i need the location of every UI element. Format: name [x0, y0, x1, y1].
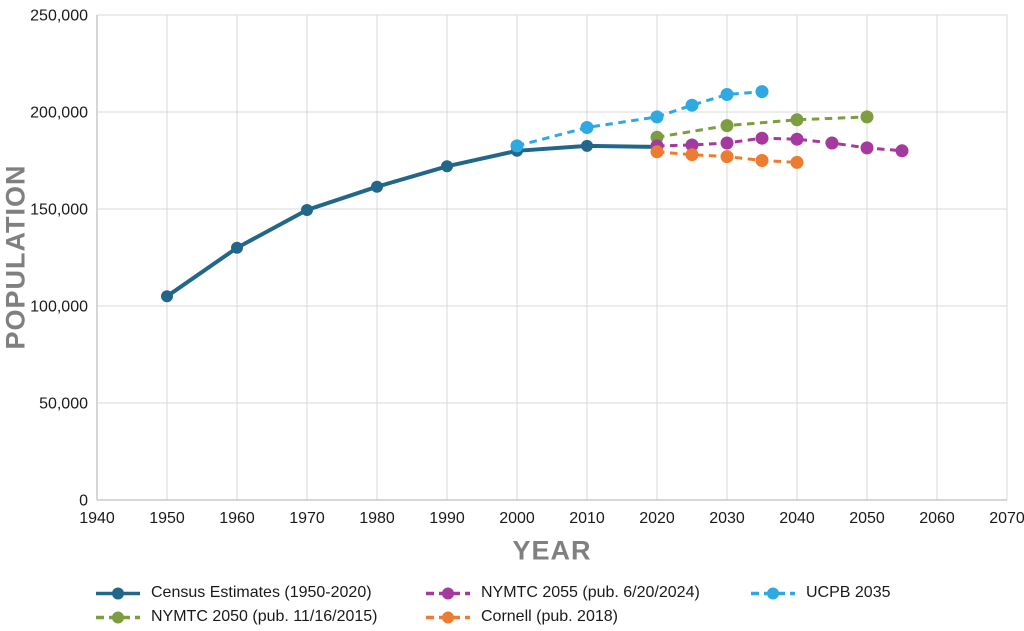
data-point-ucpb2035-2025 [685, 98, 699, 112]
legend-item-cornell: Cornell (pub. 2018) [425, 608, 750, 626]
y-tick-label: 200,000 [30, 105, 88, 122]
data-point-census-1980 [371, 180, 383, 193]
data-point-nymtc2050-2050 [860, 110, 874, 124]
cornell-dashed-line-icon [426, 611, 470, 623]
data-point-census-1950 [161, 290, 173, 303]
data-point-nymtc2055-2025 [685, 138, 699, 152]
x-tick-label: 1970 [289, 510, 325, 527]
data-point-nymtc2050-2040 [790, 113, 804, 127]
y-tick-label: 50,000 [39, 396, 88, 413]
legend-item-nymtc2055: NYMTC 2055 (pub. 6/20/2024) [425, 584, 750, 602]
series-cornell [650, 145, 804, 169]
data-point-ucpb2035-2000 [510, 139, 524, 153]
legend-label-ucpb2035: UCPB 2035 [806, 584, 891, 601]
data-point-cornell-2035 [755, 154, 769, 167]
x-tick-labels: 1940 1950 1960 1970 1980 1990 2000 2010 2020 2030… [79, 510, 1024, 527]
y-tick-label: 150,000 [30, 202, 88, 219]
x-axis-title: YEAR [512, 535, 592, 566]
legend-label-nymtc2055: NYMTC 2055 (pub. 6/20/2024) [481, 584, 700, 601]
x-tick-label: 2060 [919, 510, 955, 527]
data-point-census-1990 [441, 160, 453, 173]
series-line-census [165, 143, 658, 298]
data-point-cornell-2020 [650, 145, 664, 159]
y-tick-labels: 0 50,000 100,000 150,000 200,000 250,000 [30, 8, 88, 510]
data-point-nymtc2055-2050 [860, 141, 874, 155]
data-point-census-1970 [301, 204, 313, 216]
x-tick-label: 2010 [569, 510, 605, 527]
data-point-ucpb2035-2020 [650, 110, 664, 124]
legend-label-cornell: Cornell (pub. 2018) [481, 608, 618, 625]
x-tick-label: 1950 [149, 510, 185, 527]
x-tick-label: 1960 [219, 510, 255, 527]
data-point-ucpb2035-2010 [580, 121, 594, 134]
y-tick-label: 250,000 [30, 8, 88, 25]
nymtc2050-dashed-line-icon [96, 611, 140, 623]
x-tick-label: 1990 [429, 510, 465, 527]
census-solid-line-icon [96, 587, 140, 599]
data-point-nymtc2055-2045 [825, 136, 839, 150]
x-tick-label: 1980 [359, 510, 395, 527]
x-tick-label: 2030 [709, 510, 745, 527]
chart-legend: Census Estimates (1950-2020) NYMTC 2055 … [95, 581, 891, 629]
data-point-cornell-2025 [685, 148, 699, 162]
x-tick-label: 1940 [79, 510, 115, 527]
series-census [161, 139, 663, 303]
legend-item-ucpb2035: UCPB 2035 [750, 584, 891, 602]
data-point-nymtc2055-2035 [755, 131, 769, 145]
x-tick-label: 2040 [779, 510, 815, 527]
x-tick-label: 2000 [499, 510, 535, 527]
nymtc2055-dashed-line-icon [426, 587, 470, 599]
data-point-nymtc2050-2030 [720, 119, 734, 133]
legend-label-nymtc2050: NYMTC 2050 (pub. 11/16/2015) [151, 608, 378, 625]
x-tick-label: 2070 [989, 510, 1024, 527]
x-tick-label: 2020 [639, 510, 675, 527]
legend-item-census: Census Estimates (1950-2020) [95, 584, 425, 602]
data-point-nymtc2055-2040 [790, 132, 804, 146]
axis-lines [96, 15, 1007, 501]
data-point-nymtc2055-2055 [895, 144, 909, 158]
series-line-nymtc2050 [656, 115, 868, 139]
y-tick-label: 100,000 [30, 299, 88, 316]
data-point-cornell-2030 [720, 150, 734, 164]
population-projections-chart: 1940 1950 1960 1970 1980 1990 2000 2010 2020 2030… [30, 8, 1024, 528]
data-point-census-2010 [581, 139, 593, 152]
legend-item-nymtc2050: NYMTC 2050 (pub. 11/16/2015) [95, 608, 425, 626]
gridlines [96, 14, 1008, 501]
series-ucpb2035 [510, 85, 769, 153]
data-point-ucpb2035-2035 [755, 85, 769, 99]
data-point-nymtc2055-2030 [720, 136, 734, 150]
series-nymtc2055 [650, 131, 909, 158]
x-tick-label: 2050 [849, 510, 885, 527]
data-point-census-1960 [231, 241, 243, 254]
y-tick-label: 0 [79, 493, 88, 510]
data-point-cornell-2040 [790, 155, 804, 169]
chart-plot-area: 1940 1950 1960 1970 1980 1990 2000 2010 2020 2030… [30, 8, 1024, 528]
legend-label-census: Census Estimates (1950-2020) [151, 584, 372, 601]
y-axis-title: POPULATION [0, 164, 31, 350]
ucpb2035-dashed-line-icon [751, 587, 795, 599]
data-point-ucpb2035-2030 [720, 88, 734, 101]
